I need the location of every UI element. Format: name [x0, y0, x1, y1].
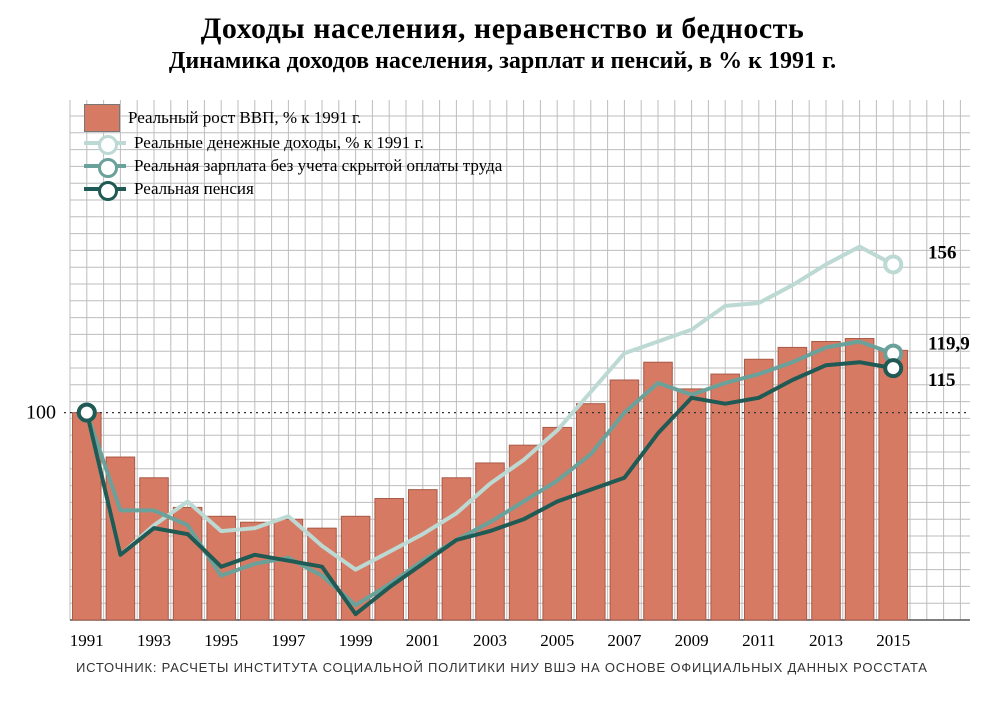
legend-swatch-bar — [84, 104, 120, 132]
income-end-label: 156 — [928, 242, 957, 263]
gdp-bar — [644, 362, 673, 620]
legend-swatch-line — [84, 141, 126, 145]
source-text: ИСТОЧНИК: РАСЧЕТЫ ИНСТИТУТА СОЦИАЛЬНОЙ П… — [76, 660, 928, 675]
legend-label: Реальные денежные доходы, % к 1991 г. — [134, 132, 424, 155]
gdp-bar — [812, 341, 841, 620]
income-marker — [885, 256, 901, 272]
chart-titles: Доходы населения, неравенство и бедность… — [0, 0, 1005, 79]
legend-wage: Реальная зарплата без учета скрытой опла… — [84, 155, 502, 178]
legend-label: Реальная пенсия — [134, 178, 254, 201]
x-tick: 1999 — [339, 631, 373, 650]
x-tick: 2011 — [742, 631, 775, 650]
legend-label: Реальный рост ВВП, % к 1991 г. — [128, 107, 361, 130]
x-tick: 2015 — [876, 631, 910, 650]
x-tick: 2007 — [607, 631, 642, 650]
x-tick: 1991 — [70, 631, 104, 650]
gdp-bar — [241, 522, 270, 620]
x-tick: 2001 — [406, 631, 440, 650]
x-tick: 2005 — [540, 631, 574, 650]
gdp-bar — [677, 389, 706, 620]
pension-end-label: 115 — [928, 370, 955, 391]
legend: Реальный рост ВВП, % к 1991 г. Реальные … — [84, 104, 502, 201]
legend-swatch-line — [84, 187, 126, 191]
gdp-bar — [577, 404, 606, 620]
title-main: Доходы населения, неравенство и бедность — [20, 12, 985, 46]
gdp-bar — [879, 350, 908, 620]
gdp-bar — [711, 374, 740, 620]
legend-gdp: Реальный рост ВВП, % к 1991 г. — [84, 104, 502, 132]
gdp-bar — [845, 339, 874, 620]
pension-marker — [885, 360, 901, 376]
x-tick: 2009 — [675, 631, 709, 650]
legend-swatch-line — [84, 164, 126, 168]
gdp-bar — [778, 347, 807, 620]
x-tick: 2003 — [473, 631, 507, 650]
gdp-bar — [274, 519, 303, 620]
gdp-bar — [610, 380, 639, 620]
wage-end-label: 119,9 — [928, 334, 970, 355]
x-tick: 1997 — [271, 631, 306, 650]
x-tick: 2013 — [809, 631, 843, 650]
title-sub: Динамика доходов населения, зарплат и пе… — [20, 48, 985, 75]
legend-pension: Реальная пенсия — [84, 178, 502, 201]
gdp-bar — [543, 427, 572, 620]
pension-marker — [79, 405, 95, 421]
gdp-bar — [140, 478, 169, 620]
legend-income: Реальные денежные доходы, % к 1991 г. — [84, 132, 502, 155]
y-ref-label: 100 — [26, 402, 56, 424]
x-tick: 1995 — [204, 631, 238, 650]
gdp-bar — [509, 445, 538, 620]
legend-label: Реальная зарплата без учета скрытой опла… — [134, 155, 502, 178]
gdp-bar — [476, 463, 505, 620]
x-tick: 1993 — [137, 631, 171, 650]
